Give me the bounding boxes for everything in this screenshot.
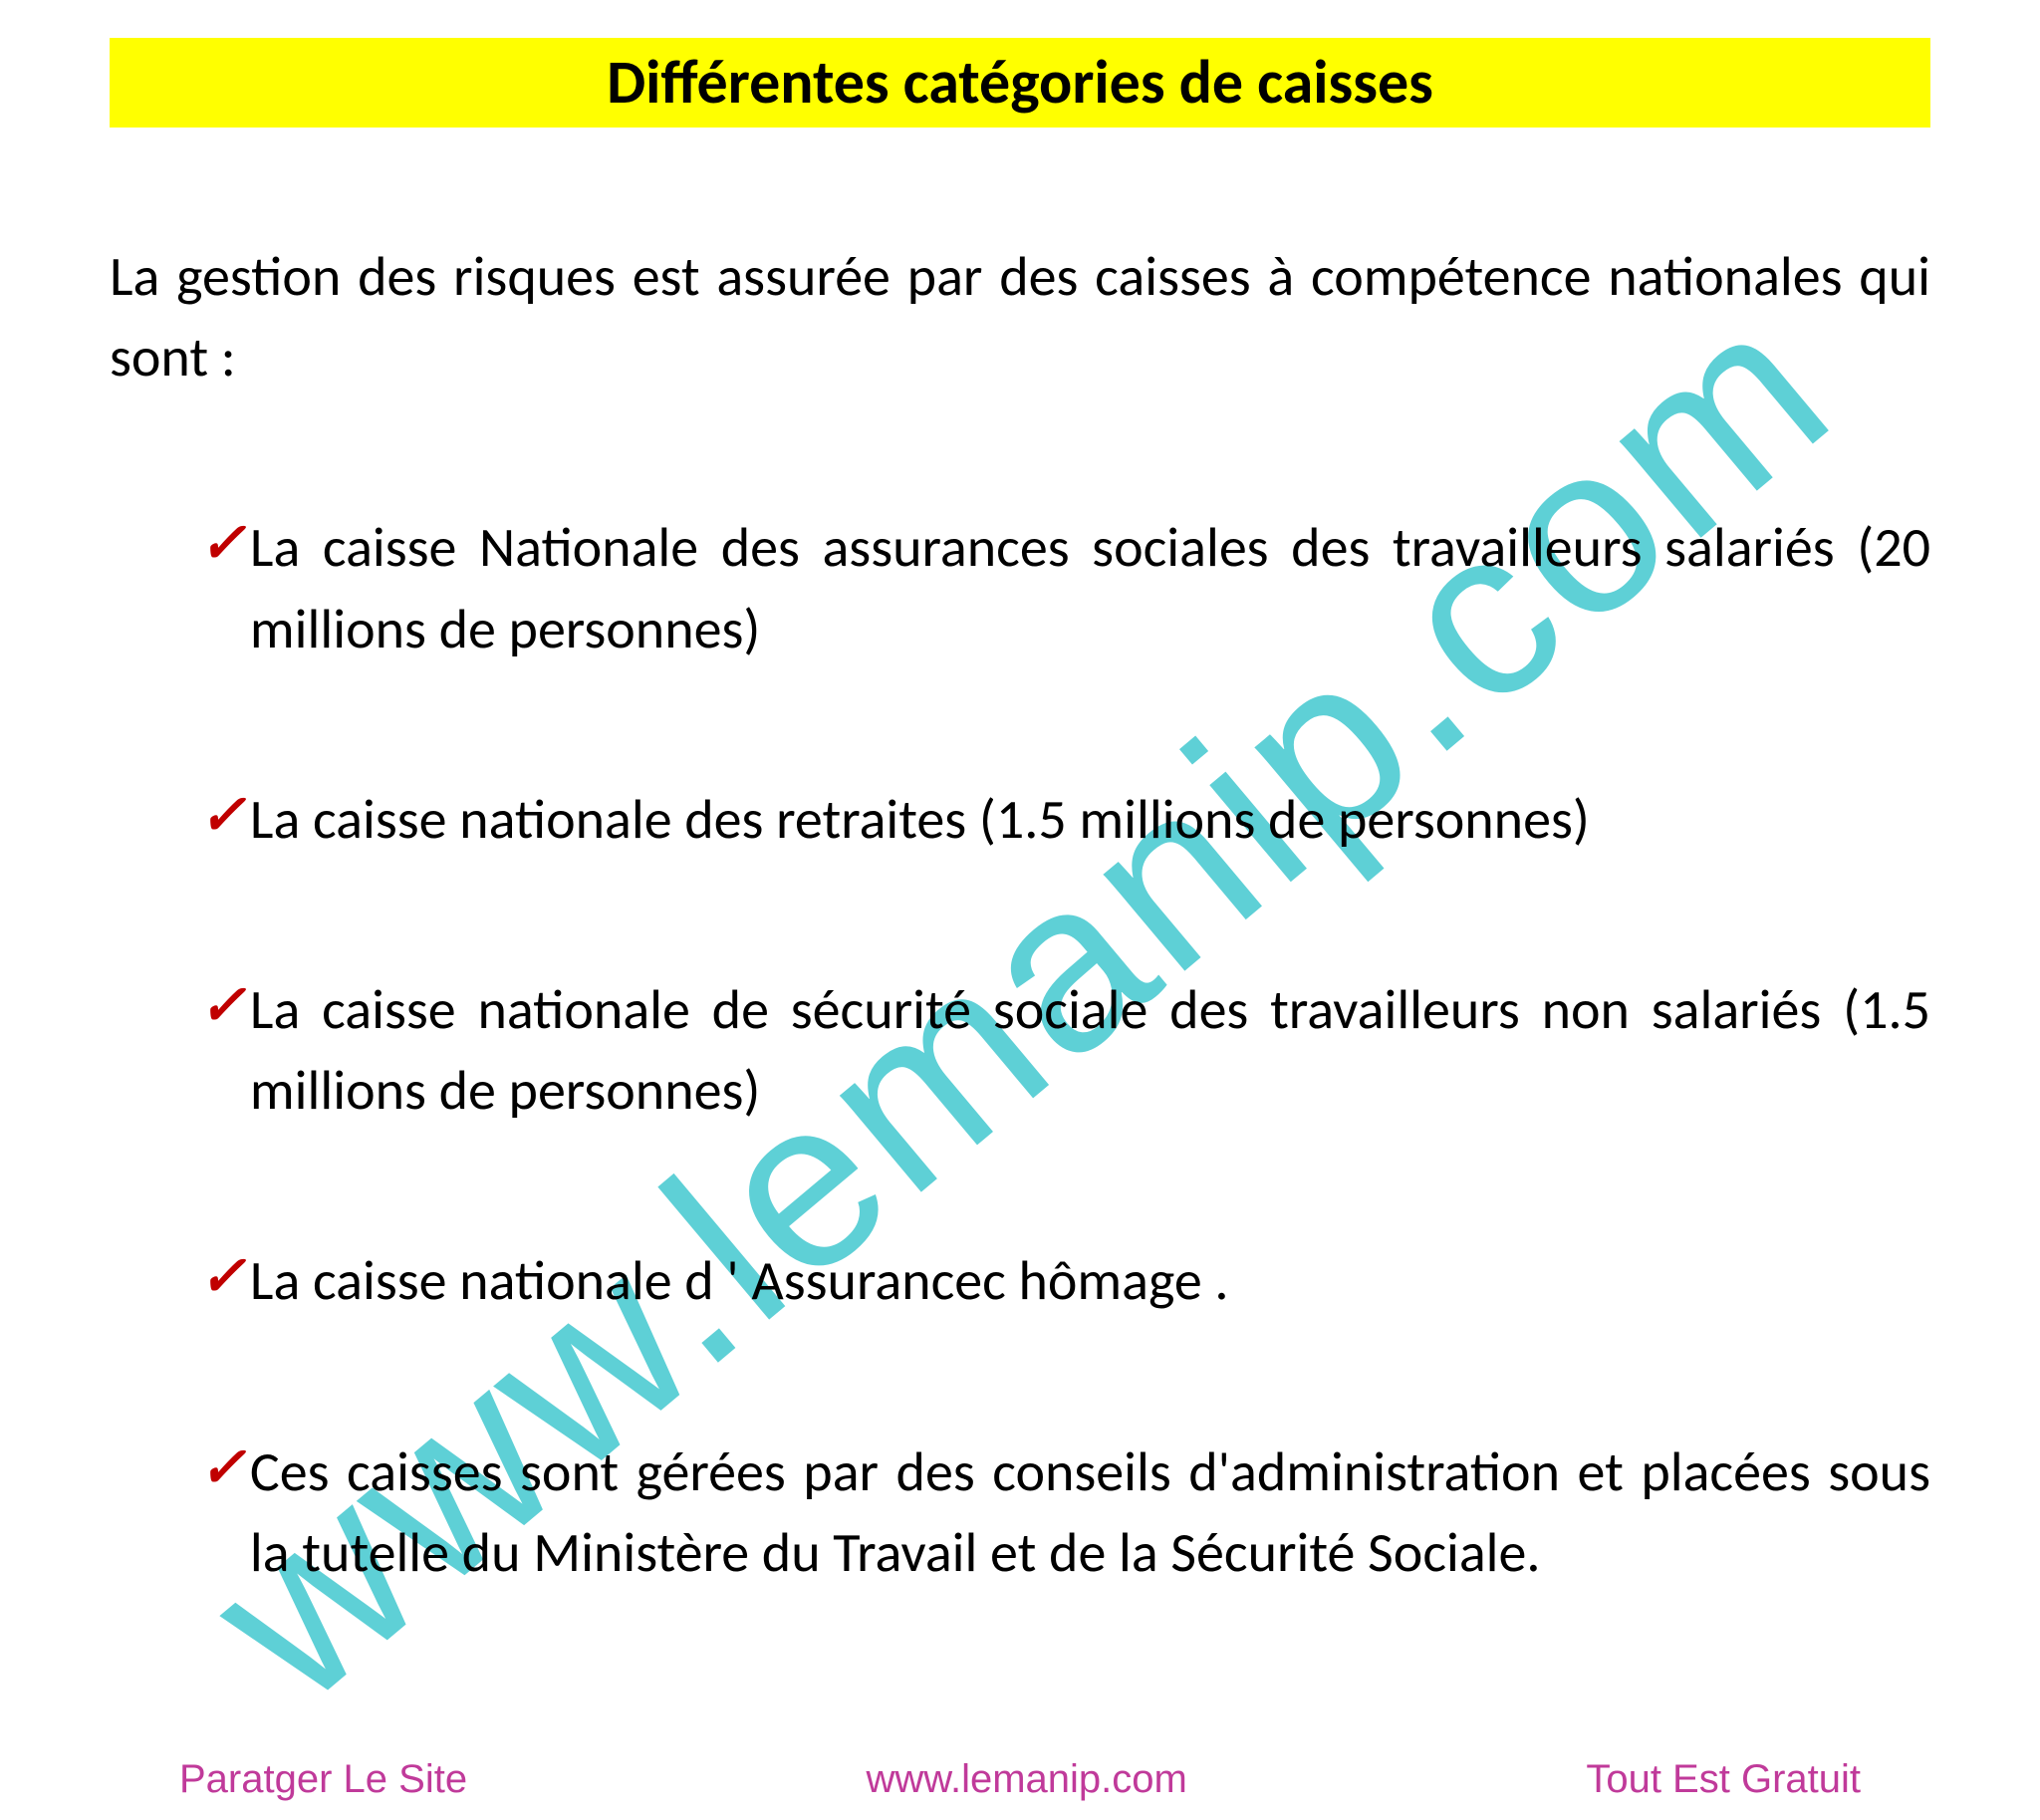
footer-center: www.lemanip.com (867, 1757, 1187, 1802)
checkmark-icon: ✓ (199, 514, 246, 576)
content-region: Différentes catégories de caisses La ges… (110, 38, 1930, 1594)
page-title: Différentes catégories de caisses (110, 38, 1930, 128)
list-item: ✓ Ces caisses sont gérées par des consei… (199, 1432, 1930, 1594)
checkmark-icon: ✓ (199, 976, 246, 1038)
intro-paragraph: La gestion des risques est assurée par d… (110, 237, 1930, 398)
list-item: ✓ La caisse Nationale des assurances soc… (199, 508, 1930, 669)
list-item-text: La caisse nationale de sécurité sociale … (250, 970, 1930, 1132)
list-item: ✓ La caisse nationale des retraites (1.5… (199, 780, 1930, 861)
list-item-text: Ces caisses sont gérées par des conseils… (250, 1432, 1930, 1594)
list-item-text: La caisse nationale des retraites (1.5 m… (250, 780, 1930, 861)
footer: Paratger Le Site www.lemanip.com Tout Es… (110, 1757, 1930, 1802)
footer-left: Paratger Le Site (179, 1757, 467, 1802)
checkmark-icon: ✓ (199, 786, 246, 848)
bullet-list: ✓ La caisse Nationale des assurances soc… (110, 508, 1930, 1594)
list-item: ✓ La caisse nationale de sécurité social… (199, 970, 1930, 1132)
list-item-text: La caisse nationale d ' Assurancec hômag… (250, 1241, 1930, 1322)
page: www.lemanip.com Différentes catégories d… (0, 0, 2040, 1820)
footer-right: Tout Est Gratuit (1586, 1757, 1861, 1802)
list-item-text: La caisse Nationale des assurances socia… (250, 508, 1930, 669)
checkmark-icon: ✓ (199, 1247, 246, 1309)
list-item: ✓ La caisse nationale d ' Assurancec hôm… (199, 1241, 1930, 1322)
checkmark-icon: ✓ (199, 1438, 246, 1500)
